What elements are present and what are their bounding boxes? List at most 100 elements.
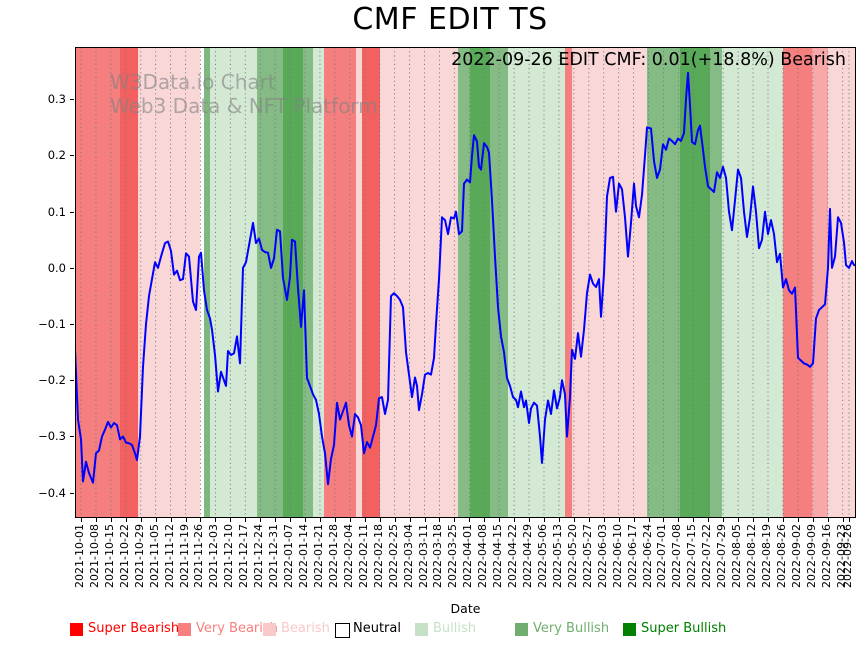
sentiment-band — [710, 47, 722, 518]
watermark: W3Data.io Chart Web3 Data & NFT Platform — [110, 70, 378, 118]
y-tick-label: 0.2 — [47, 148, 66, 163]
legend-label: Very Bullish — [533, 621, 610, 636]
x-tick-label: 2022-01-21 — [311, 524, 325, 588]
chart-title: CMF EDIT TS — [352, 2, 548, 37]
sentiment-band — [303, 47, 313, 518]
x-tick-label: 2022-03-04 — [401, 524, 415, 588]
x-tick-mark — [499, 518, 501, 522]
x-tick-mark — [230, 518, 232, 522]
sentiment-band — [380, 47, 458, 518]
sentiment-band — [458, 47, 470, 518]
x-tick-mark — [603, 518, 605, 522]
x-tick-mark — [215, 518, 217, 522]
x-tick-mark — [812, 518, 814, 522]
sentiment-band — [313, 47, 324, 518]
x-tick-mark — [543, 518, 545, 522]
y-tick-label: −0.4 — [38, 485, 66, 500]
x-tick-mark — [648, 518, 650, 522]
sentiment-band — [828, 47, 856, 518]
sentiment-band — [200, 47, 204, 518]
x-tick-label: 2022-01-28 — [326, 524, 340, 588]
sentiment-band — [324, 47, 356, 518]
y-tick-label: −0.3 — [38, 429, 66, 444]
x-tick-mark — [723, 518, 725, 522]
x-tick-label: 2022-04-29 — [521, 524, 535, 588]
legend-swatch-icon — [178, 623, 191, 636]
sentiment-band — [75, 47, 120, 518]
x-tick-mark — [245, 518, 247, 522]
x-tick-label: 2022-05-20 — [565, 524, 579, 588]
x-tick-mark — [110, 518, 112, 522]
x-tick-mark — [469, 518, 471, 522]
x-tick-mark — [514, 518, 516, 522]
x-tick-mark — [155, 518, 157, 522]
sentiment-band — [356, 47, 362, 518]
x-tick-mark — [753, 518, 755, 522]
x-tick-label: 2021-12-31 — [267, 524, 281, 588]
sentiment-band — [572, 47, 647, 518]
x-tick-mark — [782, 518, 784, 522]
x-tick-mark — [95, 518, 97, 522]
x-tick-label: 2022-02-18 — [371, 524, 385, 588]
x-tick-label: 2022-08-26 — [774, 524, 788, 588]
x-tick-mark — [170, 518, 172, 522]
x-tick-label: 2022-04-15 — [491, 524, 505, 588]
x-tick-label: 2021-11-12 — [162, 524, 176, 588]
watermark-line2: Web3 Data & NFT Platform — [110, 93, 378, 118]
x-tick-label: 2022-01-07 — [282, 524, 296, 588]
x-tick-mark — [290, 518, 292, 522]
x-tick-mark — [305, 518, 307, 522]
y-tick-mark — [70, 492, 74, 494]
x-tick-mark — [334, 518, 336, 522]
x-tick-mark — [529, 518, 531, 522]
sentiment-band — [210, 47, 257, 518]
x-tick-mark — [738, 518, 740, 522]
x-tick-mark — [678, 518, 680, 522]
x-tick-label: 2021-10-01 — [73, 524, 86, 588]
y-tick-label: 0.3 — [47, 92, 66, 107]
sentiment-band — [257, 47, 283, 518]
x-tick-label: 2022-03-11 — [416, 524, 430, 588]
x-tick-label: 2022-06-17 — [625, 524, 639, 588]
plot-area: W3Data.io Chart Web3 Data & NFT Platform… — [75, 47, 856, 518]
legend-swatch-icon — [335, 623, 350, 638]
x-tick-label: 2022-05-27 — [580, 524, 594, 588]
x-tick-label: 2022-07-01 — [655, 524, 669, 588]
x-tick-label: 2022-01-14 — [297, 524, 311, 588]
x-tick-label: 2022-08-19 — [760, 524, 773, 588]
y-tick-mark — [70, 99, 74, 101]
x-tick-label: 2022-07-15 — [685, 524, 699, 588]
x-tick-mark — [768, 518, 769, 522]
x-tick-label: 2021-12-24 — [252, 524, 266, 588]
x-tick-label: 2022-02-25 — [386, 524, 400, 588]
y-tick-label: 0.0 — [47, 260, 66, 275]
y-axis-label: EDIT CMF — [0, 194, 1, 274]
x-tick-label: 2022-04-08 — [476, 524, 490, 588]
x-tick-label: 2022-09-26 — [841, 524, 854, 588]
x-tick-mark — [484, 518, 486, 522]
x-tick-label: 2022-08-12 — [745, 524, 759, 588]
x-tick-label: 2021-12-10 — [222, 524, 236, 588]
x-tick-label: 2021-10-15 — [102, 524, 116, 588]
x-tick-label: 2022-06-03 — [595, 524, 609, 588]
x-tick-mark — [454, 518, 456, 522]
sentiment-band — [812, 47, 828, 518]
x-tick-label: 2022-04-01 — [461, 524, 475, 588]
legend-label: Neutral — [353, 621, 401, 636]
x-tick-label: 2022-02-11 — [356, 524, 370, 588]
sentiment-band — [138, 47, 200, 518]
x-tick-label: 2022-02-04 — [341, 524, 355, 588]
legend-label: Super Bullish — [641, 621, 727, 636]
legend-label: Super Bearish — [88, 621, 180, 636]
sentiment-band — [722, 47, 783, 518]
y-tick-mark — [70, 380, 74, 382]
x-tick-label: 2021-10-29 — [132, 524, 146, 588]
x-tick-mark — [693, 518, 695, 522]
x-tick-label: 2022-06-10 — [610, 524, 624, 588]
x-tick-mark — [140, 518, 142, 522]
sentiment-band — [283, 47, 303, 518]
y-tick-mark — [70, 211, 74, 213]
x-tick-mark — [275, 518, 277, 522]
x-tick-label: 2022-09-16 — [819, 524, 833, 588]
